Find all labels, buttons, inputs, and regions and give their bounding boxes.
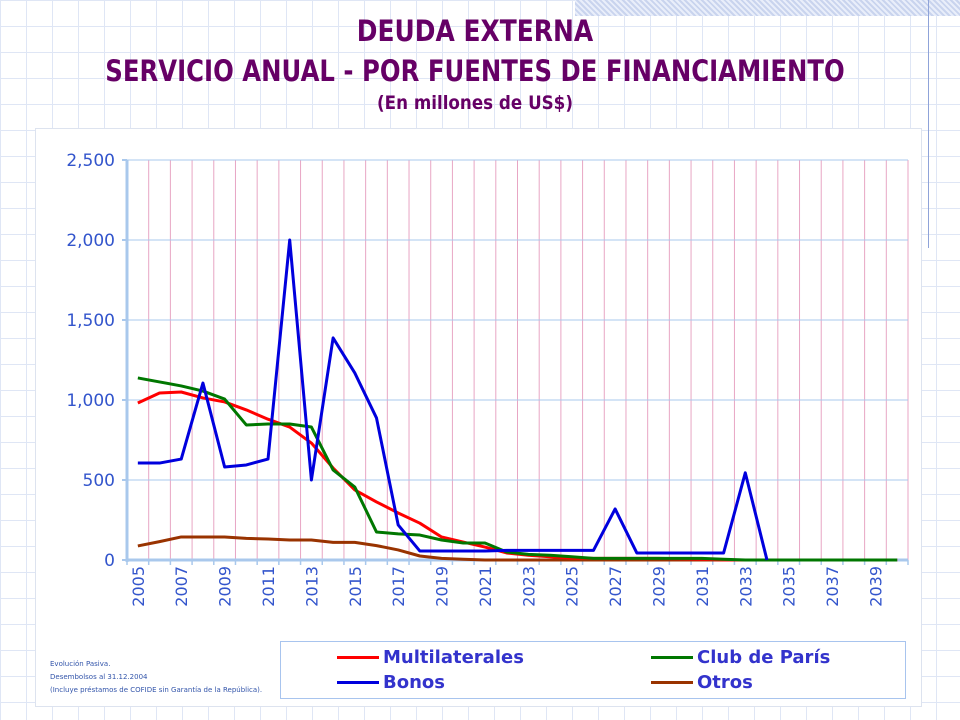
x-tick-label: 2013: [302, 566, 321, 607]
y-tick-label: 500: [83, 471, 115, 491]
legend-swatch: [337, 656, 379, 659]
footnote-3: (Incluye préstamos de COFIDE sin Garantí…: [50, 686, 263, 694]
x-tick-label: 2009: [216, 566, 235, 607]
x-tick-label: 2037: [823, 566, 842, 607]
legend-swatch: [651, 681, 693, 684]
chart-frame: [35, 128, 922, 707]
legend-label: Club de París: [697, 647, 831, 668]
legend-item-club-de-paris: Club de París: [651, 647, 830, 668]
x-tick-label: 2025: [563, 566, 582, 607]
legend-label: Multilaterales: [383, 647, 524, 668]
x-tick-label: 2007: [172, 566, 191, 607]
legend-item-otros: Otros: [651, 672, 753, 693]
x-tick-label: 2035: [780, 566, 799, 607]
y-tick-label: 1,500: [66, 311, 115, 331]
series-line-club-de-par-s: [137, 376, 898, 562]
legend-label: Bonos: [383, 672, 445, 693]
x-tick-label: 2019: [433, 566, 452, 607]
x-tick-label: 2027: [606, 566, 625, 607]
x-tick-label: 2033: [736, 566, 755, 607]
footnote-2: Desembolsos al 31.12.2004: [50, 673, 148, 681]
x-tick-label: 2011: [259, 566, 278, 607]
legend-swatch: [337, 681, 379, 684]
x-tick-label: 2023: [519, 566, 538, 607]
legend-item-bonos: Bonos: [337, 672, 445, 693]
series-line-bonos: [137, 238, 769, 561]
y-tick-label: 1,000: [66, 391, 115, 411]
y-tick-label: 2,000: [66, 231, 115, 251]
x-tick-label: 2029: [650, 566, 669, 607]
chart-legend: Multilaterales Club de París Bonos Otros: [280, 641, 906, 699]
x-tick-label: 2039: [866, 566, 885, 607]
x-tick-label: 2031: [693, 566, 712, 607]
header-decoration: [575, 0, 960, 16]
chart-subtitle: SERVICIO ANUAL - POR FUENTES DE FINANCIA…: [105, 54, 845, 88]
y-tick-label: 0: [104, 551, 115, 571]
chart-units: (En millones de US$): [377, 92, 573, 114]
x-tick-label: 2021: [476, 566, 495, 607]
slide-border-line: [928, 0, 929, 248]
y-tick-label: 2,500: [66, 151, 115, 171]
legend-swatch: [651, 656, 693, 659]
x-tick-label: 2017: [389, 566, 408, 607]
chart-title: DEUDA EXTERNA: [356, 14, 594, 48]
legend-item-multilaterales: Multilaterales: [337, 647, 524, 668]
legend-label: Otros: [697, 672, 753, 693]
footnote-1: Evolución Pasiva.: [50, 660, 111, 668]
x-tick-label: 2005: [129, 566, 148, 607]
x-tick-label: 2015: [346, 566, 365, 607]
